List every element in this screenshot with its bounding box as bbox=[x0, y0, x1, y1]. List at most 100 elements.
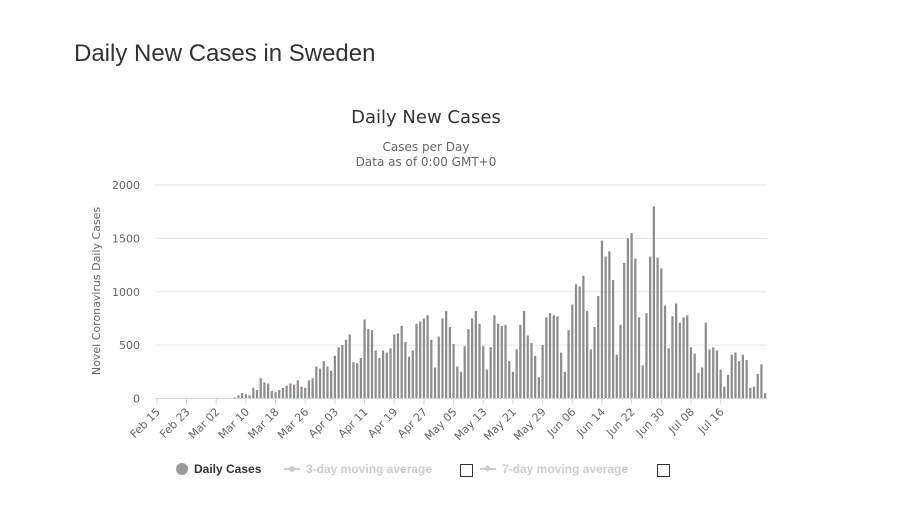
bar[interactable] bbox=[604, 256, 607, 399]
bar[interactable] bbox=[574, 284, 578, 399]
bar[interactable] bbox=[656, 257, 659, 399]
bar[interactable] bbox=[567, 330, 570, 399]
bar[interactable] bbox=[300, 386, 303, 399]
bar[interactable] bbox=[422, 318, 426, 399]
bar[interactable] bbox=[571, 304, 574, 399]
bar[interactable] bbox=[675, 303, 678, 399]
bar[interactable] bbox=[274, 392, 277, 399]
bar[interactable] bbox=[389, 348, 392, 399]
bar[interactable] bbox=[530, 342, 533, 399]
bar[interactable] bbox=[663, 305, 667, 399]
bar[interactable] bbox=[689, 347, 693, 399]
bar[interactable] bbox=[267, 383, 270, 399]
bar[interactable] bbox=[519, 324, 522, 399]
bar[interactable] bbox=[697, 372, 700, 399]
bar[interactable] bbox=[359, 357, 362, 399]
bar[interactable] bbox=[396, 333, 400, 399]
bar[interactable] bbox=[752, 386, 756, 399]
bar[interactable] bbox=[730, 354, 733, 399]
bar[interactable] bbox=[597, 296, 600, 399]
bar[interactable] bbox=[326, 366, 329, 399]
bar[interactable] bbox=[485, 369, 489, 399]
bar[interactable] bbox=[433, 367, 437, 399]
bar[interactable] bbox=[712, 347, 715, 399]
bar[interactable] bbox=[382, 350, 385, 399]
bar[interactable] bbox=[715, 350, 719, 399]
bar[interactable] bbox=[593, 326, 596, 399]
bar[interactable] bbox=[237, 395, 240, 399]
bar[interactable] bbox=[252, 387, 255, 399]
bar[interactable] bbox=[526, 335, 529, 399]
bar[interactable] bbox=[645, 313, 648, 399]
bar[interactable] bbox=[626, 238, 630, 399]
bar[interactable] bbox=[404, 341, 407, 399]
bar[interactable] bbox=[278, 389, 281, 399]
bar[interactable] bbox=[348, 334, 351, 399]
legend-item-7-day-average[interactable]: 7-day moving average bbox=[480, 462, 628, 476]
bar[interactable] bbox=[589, 349, 592, 399]
bar[interactable] bbox=[296, 380, 299, 399]
bar[interactable] bbox=[378, 357, 381, 399]
bar[interactable] bbox=[344, 339, 348, 399]
bar[interactable] bbox=[482, 346, 485, 399]
bar[interactable] bbox=[615, 354, 618, 399]
bar[interactable] bbox=[600, 240, 604, 399]
bar[interactable] bbox=[515, 349, 518, 399]
bar[interactable] bbox=[745, 360, 748, 399]
bar[interactable] bbox=[426, 315, 429, 399]
bar[interactable] bbox=[367, 329, 370, 399]
bar[interactable] bbox=[459, 371, 463, 399]
bar[interactable] bbox=[578, 286, 581, 399]
bar[interactable] bbox=[630, 233, 633, 399]
bar[interactable] bbox=[508, 361, 511, 399]
bar[interactable] bbox=[682, 317, 685, 399]
bar[interactable] bbox=[634, 258, 637, 399]
bar[interactable] bbox=[741, 354, 745, 399]
bar[interactable] bbox=[489, 347, 492, 399]
bar[interactable] bbox=[637, 317, 641, 399]
bar[interactable] bbox=[370, 330, 374, 399]
bar[interactable] bbox=[649, 256, 652, 399]
bar[interactable] bbox=[504, 324, 507, 399]
bar[interactable] bbox=[307, 380, 311, 399]
bar[interactable] bbox=[337, 347, 340, 399]
bar[interactable] bbox=[244, 394, 247, 399]
bar[interactable] bbox=[641, 365, 644, 399]
bar[interactable] bbox=[363, 319, 366, 399]
bar[interactable] bbox=[478, 323, 481, 399]
bar[interactable] bbox=[415, 323, 418, 399]
bar[interactable] bbox=[667, 348, 670, 399]
bar[interactable] bbox=[660, 268, 663, 399]
bar[interactable] bbox=[419, 321, 422, 399]
bar[interactable] bbox=[623, 262, 626, 399]
bar[interactable] bbox=[448, 326, 451, 399]
bar[interactable] bbox=[471, 318, 474, 399]
bar[interactable] bbox=[352, 362, 355, 399]
bar[interactable] bbox=[493, 315, 496, 399]
bar[interactable] bbox=[556, 316, 559, 399]
bar[interactable] bbox=[738, 361, 741, 399]
bar[interactable] bbox=[693, 353, 696, 399]
bar[interactable] bbox=[318, 368, 322, 399]
bar[interactable] bbox=[586, 310, 589, 399]
bar[interactable] bbox=[356, 363, 359, 399]
bar[interactable] bbox=[311, 378, 314, 399]
bar[interactable] bbox=[496, 323, 500, 399]
bar[interactable] bbox=[270, 391, 273, 399]
bar[interactable] bbox=[700, 367, 704, 399]
bar[interactable] bbox=[708, 349, 711, 399]
bar[interactable] bbox=[374, 350, 377, 399]
bar[interactable] bbox=[619, 324, 622, 399]
bar[interactable] bbox=[541, 345, 544, 399]
bar[interactable] bbox=[241, 393, 244, 399]
bar[interactable] bbox=[259, 378, 262, 399]
bar[interactable] bbox=[263, 382, 266, 399]
bar[interactable] bbox=[749, 387, 752, 399]
bar[interactable] bbox=[292, 384, 296, 399]
bar[interactable] bbox=[463, 346, 466, 399]
bar[interactable] bbox=[330, 370, 333, 399]
bar[interactable] bbox=[704, 322, 707, 399]
bar[interactable] bbox=[233, 397, 236, 399]
bar[interactable] bbox=[437, 336, 440, 399]
bar[interactable] bbox=[611, 280, 615, 399]
